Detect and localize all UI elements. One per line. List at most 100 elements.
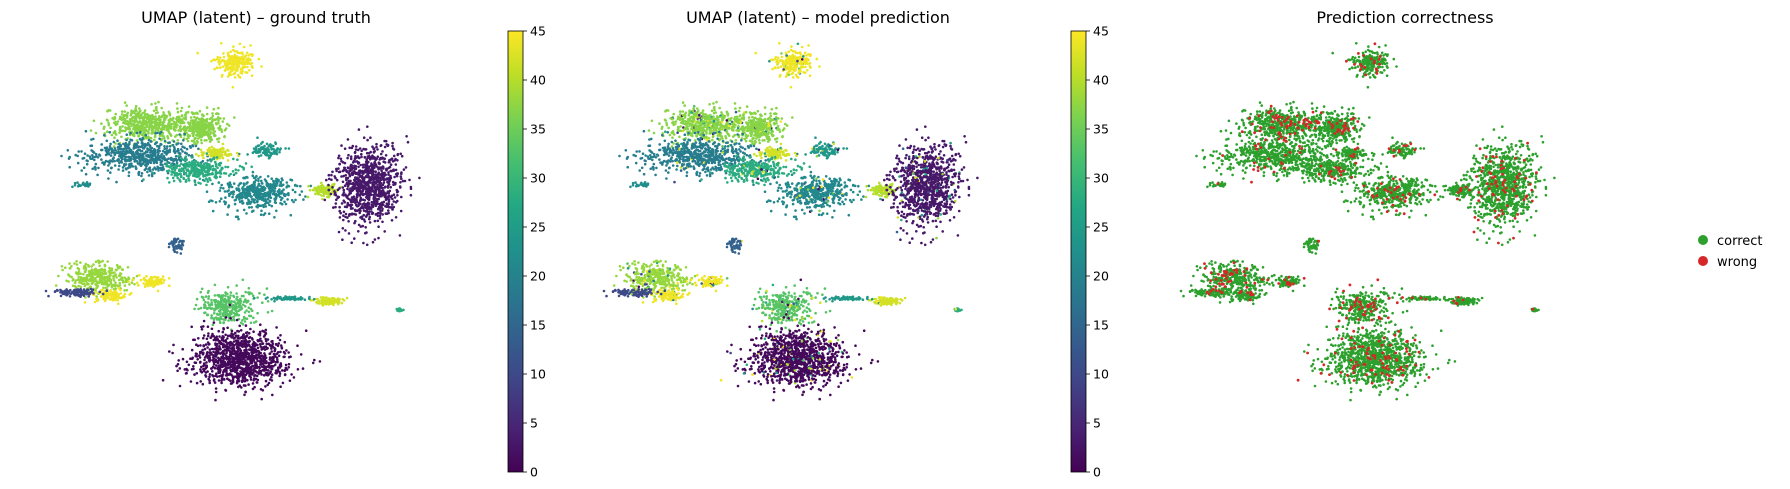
scatter-point xyxy=(85,283,89,286)
scatter-point xyxy=(235,68,238,72)
scatter-point xyxy=(208,117,212,121)
scatter-point xyxy=(349,155,353,158)
scatter-point xyxy=(360,155,363,159)
scatter-point xyxy=(229,192,232,195)
scatter-point xyxy=(224,165,227,169)
scatter-point xyxy=(96,259,100,263)
scatter-point xyxy=(83,152,87,155)
scatter-point xyxy=(229,50,232,53)
scatter-point xyxy=(250,184,254,187)
scatter-point xyxy=(78,290,81,293)
scatter-point xyxy=(105,286,108,290)
scatter-point xyxy=(265,183,269,186)
scatter-point xyxy=(216,55,220,59)
scatter-point xyxy=(107,293,111,297)
scatter-point xyxy=(224,292,228,295)
scatter-point xyxy=(90,149,93,152)
scatter-point xyxy=(103,272,106,276)
scatter-point xyxy=(190,139,194,143)
scatter-point xyxy=(96,173,99,177)
scatter-point xyxy=(241,201,245,205)
scatter-point xyxy=(120,268,124,271)
scatter-point xyxy=(335,178,339,182)
scatter-point xyxy=(140,149,144,153)
scatter-point xyxy=(224,68,227,71)
scatter-point xyxy=(226,190,229,193)
scatter-point xyxy=(127,128,131,131)
scatter-point xyxy=(151,129,154,133)
scatter-point xyxy=(113,153,117,156)
scatter-point xyxy=(96,281,99,284)
scatter-point xyxy=(209,153,212,157)
scatter-point xyxy=(239,61,242,65)
scatter-point xyxy=(350,212,354,215)
scatter-point xyxy=(189,116,193,119)
scatter-point xyxy=(126,144,129,147)
scatter-point xyxy=(157,115,161,118)
scatter-point xyxy=(162,154,166,158)
scatter-point xyxy=(231,190,235,194)
scatter-point xyxy=(92,292,95,295)
scatter-point xyxy=(98,264,101,268)
scatter-point xyxy=(113,291,117,295)
scatter-point xyxy=(230,305,234,308)
scatter-point xyxy=(160,115,163,119)
scatter-point xyxy=(374,192,377,196)
scatter-point xyxy=(256,199,259,203)
scatter-point xyxy=(82,156,86,160)
scatter-point xyxy=(275,180,279,184)
scatter-point xyxy=(378,180,382,183)
scatter-point xyxy=(265,142,269,146)
scatter-point xyxy=(251,53,254,56)
scatter-point xyxy=(161,163,164,167)
scatter-point xyxy=(342,191,346,194)
scatter-point xyxy=(113,117,116,121)
scatter-point xyxy=(140,139,143,142)
scatter-point xyxy=(222,55,226,59)
scatter-point xyxy=(106,119,109,122)
scatter-point xyxy=(238,308,242,312)
scatter-point xyxy=(175,117,178,121)
scatter-point xyxy=(187,136,190,139)
scatter-point xyxy=(257,204,261,207)
scatter-point xyxy=(195,139,199,143)
scatter-point xyxy=(73,288,76,292)
scatter-point xyxy=(79,272,82,276)
scatter-point xyxy=(366,155,370,158)
scatter-point xyxy=(220,42,223,45)
scatter-point xyxy=(157,100,160,104)
scatter-point xyxy=(387,200,391,203)
scatter-point xyxy=(139,159,142,162)
scatter-point xyxy=(342,188,346,192)
scatter-point xyxy=(335,167,338,171)
scatter-point xyxy=(131,278,135,281)
scatter-point xyxy=(261,151,265,155)
scatter-point xyxy=(185,147,189,151)
scatter-point xyxy=(96,275,99,279)
scatter-point xyxy=(363,156,367,159)
scatter-point xyxy=(75,263,79,266)
scatter-point xyxy=(384,185,387,189)
scatter-point xyxy=(290,198,294,202)
scatter-point xyxy=(175,102,179,105)
scatter-point xyxy=(121,113,124,116)
scatter-point xyxy=(226,326,229,330)
scatter-point xyxy=(221,330,225,334)
scatter-point xyxy=(380,209,384,212)
scatter-point xyxy=(226,122,229,126)
scatter-point xyxy=(143,168,147,172)
scatter-point xyxy=(167,119,171,122)
scatter-point xyxy=(192,132,195,136)
scatter-point xyxy=(79,276,83,279)
scatter-point xyxy=(197,123,201,126)
scatter-point xyxy=(227,58,230,61)
scatter-point xyxy=(289,178,292,181)
scatter-point xyxy=(249,302,252,306)
scatter-point xyxy=(101,292,105,296)
scatter-point xyxy=(138,163,141,166)
scatter-point xyxy=(198,177,202,180)
scatter-point xyxy=(246,202,249,206)
scatter-point xyxy=(400,177,403,180)
scatter-point xyxy=(203,139,206,142)
scatter-point xyxy=(341,186,345,189)
